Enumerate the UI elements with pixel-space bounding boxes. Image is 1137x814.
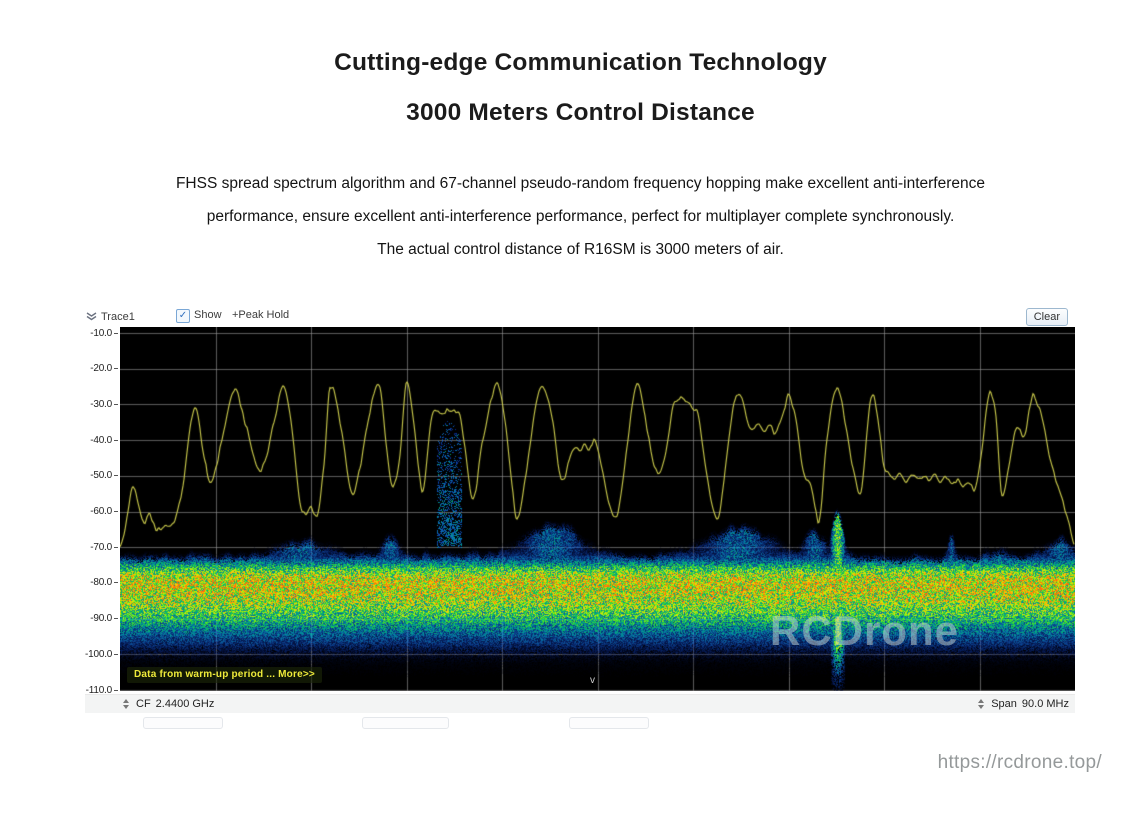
y-axis-tick-mark (114, 475, 118, 477)
y-axis-tick-row: -60.0 (85, 506, 118, 518)
show-checkbox-label: Show (194, 309, 222, 321)
clear-button[interactable]: Clear (1025, 308, 1068, 326)
y-axis-tick-label: -10.0 (90, 327, 112, 339)
y-axis-tick-mark (114, 689, 118, 691)
spectrum-analyzer-panel: Trace1 ✓ Show +Peak Hold Clear -10.0 -20.… (85, 305, 1075, 729)
y-axis-tick-mark (114, 582, 118, 584)
y-axis-tick-mark (114, 403, 118, 405)
analyzer-toolbar: Trace1 ✓ Show +Peak Hold Clear (85, 305, 1075, 327)
y-axis-tick-label: -40.0 (90, 434, 112, 446)
description-paragraph: FHSS spread spectrum algorithm and 67-ch… (24, 167, 1137, 266)
trace-label: Trace1 (101, 311, 135, 323)
y-axis-tick-label: -50.0 (90, 470, 112, 482)
y-axis-tick-label: -90.0 (90, 613, 112, 625)
y-axis-tick-label: -20.0 (90, 363, 112, 375)
y-axis-tick-mark (114, 618, 118, 620)
show-checkbox[interactable]: ✓ (176, 309, 190, 323)
y-axis-tick-row: -80.0 (85, 577, 118, 589)
y-axis-tick-label: -70.0 (90, 541, 112, 553)
y-axis-tick-mark (114, 653, 118, 655)
website-url-link[interactable]: https://rcdrone.top/ (937, 752, 1102, 773)
center-frequency-marker: v (590, 675, 595, 686)
cropped-button[interactable] (569, 717, 649, 729)
y-axis-tick-label: -110.0 (85, 684, 113, 696)
description-line-3: The actual control distance of R16SM is … (377, 241, 784, 258)
cropped-button[interactable] (362, 717, 449, 729)
spectrum-plot[interactable]: RCDrone v Data from warm-up period ... M… (120, 327, 1075, 691)
y-axis-tick-row: -70.0 (85, 541, 118, 553)
center-frequency-control[interactable]: CF 2.4400 GHz (122, 698, 214, 710)
page-subtitle: 3000 Meters Control Distance (406, 99, 755, 126)
check-icon: ✓ (178, 309, 188, 321)
span-value: 90.0 MHz (1021, 698, 1069, 710)
y-axis-tick-mark (114, 546, 118, 548)
y-axis-tick-mark (114, 332, 118, 334)
y-axis-tick-row: -30.0 (85, 398, 118, 410)
span-label: Span (991, 698, 1017, 710)
y-axis-tick-row: -40.0 (85, 434, 118, 446)
y-axis: -10.0 -20.0 -30.0 -40.0 -50.0 -60.0 -70.0 -80.0… (85, 305, 119, 729)
cropped-button[interactable] (143, 717, 223, 729)
page-title: Cutting-edge Communication Technology (334, 49, 827, 76)
warmup-notice-link[interactable]: Data from warm-up period ... More>> (127, 667, 322, 683)
span-stepper-icon[interactable] (977, 699, 986, 709)
cropped-ui-row (85, 717, 1075, 729)
spectrum-plot-canvas[interactable] (120, 327, 1075, 691)
peak-hold-mode-label[interactable]: +Peak Hold (232, 309, 290, 321)
y-axis-tick-mark (114, 511, 118, 512)
y-axis-tick-row: -110.0 (85, 684, 118, 696)
cf-label: CF (136, 698, 151, 710)
span-control[interactable]: Span 90.0 MHz (977, 698, 1069, 710)
y-axis-tick-row: -20.0 (85, 363, 118, 375)
y-axis-tick-mark (114, 439, 118, 441)
y-axis-tick-label: -30.0 (90, 398, 112, 410)
y-axis-tick-label: -60.0 (90, 506, 112, 517)
y-axis-tick-row: -90.0 (85, 613, 118, 625)
y-axis-tick-row: -10.0 (85, 327, 118, 339)
cf-stepper-icon[interactable] (122, 699, 131, 709)
y-axis-tick-row: -100.0 (85, 648, 118, 660)
cf-value: 2.4400 GHz (155, 698, 215, 710)
y-axis-tick-label: -80.0 (90, 577, 112, 589)
y-axis-tick-label: -100.0 (85, 648, 113, 660)
description-line-1: FHSS spread spectrum algorithm and 67-ch… (175, 175, 986, 192)
chevron-down-icon (86, 308, 97, 326)
y-axis-tick-row: -50.0 (85, 470, 118, 482)
y-axis-tick-mark (114, 368, 118, 370)
description-line-2: performance, ensure excellent anti-inter… (206, 208, 955, 225)
frequency-bar: CF 2.4400 GHz Span 90.0 MHz (85, 694, 1075, 713)
trace-selector[interactable]: Trace1 (86, 308, 135, 326)
